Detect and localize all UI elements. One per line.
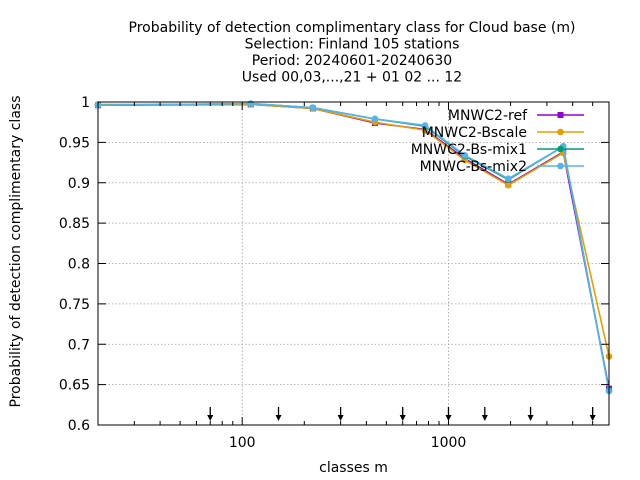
arrow-head	[527, 415, 534, 421]
arrow-head	[207, 415, 214, 421]
arrow-marker	[207, 407, 214, 421]
chart-title-line: Period: 20240601-20240630	[252, 53, 452, 69]
arrow-marker	[481, 407, 488, 421]
arrow-head	[337, 415, 344, 421]
y-tick-label: 0.7	[68, 337, 90, 353]
chart-title-line: Used 00,03,...,21 + 01 02 ... 12	[242, 70, 462, 86]
y-tick-label: 0.75	[59, 297, 90, 313]
y-tick-label: 0.6	[68, 418, 90, 434]
legend-swatch-marker	[557, 128, 564, 136]
y-tick-label: 0.65	[59, 378, 90, 394]
arrow-head	[589, 415, 596, 421]
y-tick-label: 0.8	[68, 257, 90, 273]
series-mnwc2-bs-mix1	[94, 100, 613, 394]
data-point	[371, 115, 379, 123]
arrow-marker	[399, 407, 406, 421]
arrow-marker	[589, 407, 596, 421]
arrow-head	[399, 415, 406, 421]
series-line	[97, 102, 610, 391]
chart-title: Probability of detection complimentary c…	[129, 20, 576, 86]
data-point	[421, 122, 429, 129]
series-mnwc-bs-mix2	[94, 100, 613, 395]
data-point	[309, 104, 317, 111]
x-tick-label: 1000	[431, 435, 467, 451]
y-tick-label: 0.85	[59, 216, 90, 232]
series-group	[94, 100, 613, 395]
data-point	[461, 151, 469, 159]
grid	[98, 102, 609, 425]
data-point	[247, 100, 255, 107]
legend-label: MNWC2-Bs-mix1	[411, 142, 527, 158]
chart-title-line: Selection: Finland 105 stations	[245, 37, 460, 53]
arrow-marker	[275, 407, 282, 421]
legend-swatch-marker	[557, 145, 564, 153]
chart-title-line: Probability of detection complimentary c…	[129, 20, 576, 36]
y-tick-label: 1	[81, 95, 90, 111]
y-tick-label: 0.95	[59, 135, 90, 151]
legend-label: MNWC2-ref	[448, 108, 528, 124]
x-axis-label: classes m	[319, 460, 388, 476]
data-point	[505, 181, 512, 189]
legend-swatch-marker	[557, 162, 564, 170]
x-tick-label: 100	[229, 435, 256, 451]
legend-label: MNWC-Bs-mix2	[420, 159, 527, 175]
series-mnwc2-ref	[95, 101, 612, 392]
legend-swatch-marker	[557, 112, 564, 118]
legend: MNWC2-refMNWC2-BscaleMNWC2-Bs-mix1MNWC-B…	[411, 108, 584, 175]
arrow-head	[481, 415, 488, 421]
axis-ticks: 0.6 0.65 0.7 0.75 0.8 0.85 0.9 0.95 1 100 1000	[59, 95, 610, 451]
data-point	[505, 175, 512, 183]
series-line	[97, 102, 610, 392]
arrow-marker	[527, 407, 534, 421]
y-tick-label: 0.9	[68, 176, 90, 192]
class-boundary-arrows	[207, 407, 596, 421]
series-mnwc2-bscale	[94, 101, 613, 360]
arrow-head	[275, 415, 282, 421]
series-line	[97, 103, 610, 389]
legend-label: MNWC2-Bscale	[422, 125, 527, 141]
arrow-marker	[337, 407, 344, 421]
y-axis-label: Probability of detection complimentary c…	[8, 96, 24, 408]
